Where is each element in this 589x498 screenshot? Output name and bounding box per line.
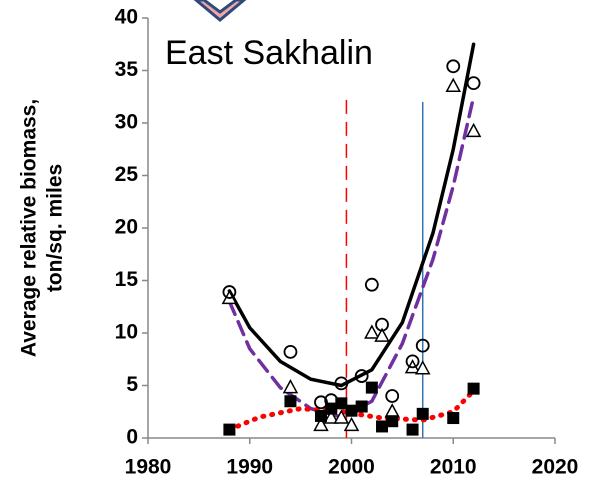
circle-point: [466, 76, 481, 90]
x-tick-label: 2020: [532, 456, 579, 479]
fit-curve: [227, 42, 476, 388]
y-tick-label: 5: [126, 373, 138, 396]
x-tick-label: 1990: [226, 456, 273, 479]
square-point: [355, 400, 368, 413]
triangle-point: [364, 324, 380, 339]
circle-point: [446, 59, 461, 74]
circle-point: [334, 376, 349, 391]
square-point: [365, 381, 378, 394]
triangle-point: [323, 409, 339, 424]
triangle-point: [282, 379, 299, 394]
triangle-point: [313, 416, 329, 432]
triangle-point: [414, 360, 431, 375]
circle-point: [415, 338, 430, 353]
square-point: [314, 409, 327, 422]
triangle-point: [465, 122, 482, 138]
y-axis-label-line: Average relative biomass,: [18, 99, 41, 357]
fit-curve: [227, 95, 476, 419]
x-tick-label: 2000: [328, 456, 375, 479]
square-point: [467, 382, 480, 395]
y-tick-label: 15: [115, 268, 139, 291]
square-point: [223, 423, 236, 436]
y-axis-label: Average relative biomass, ton/sq. miles: [18, 99, 67, 357]
circle-point: [222, 285, 237, 299]
annotation: East Sakhalin: [165, 34, 373, 72]
circle-point: [405, 354, 420, 369]
circle-point: [283, 344, 298, 359]
x-tick-label: 2010: [430, 456, 477, 479]
square-point: [345, 404, 358, 417]
square-point: [376, 420, 389, 433]
triangle-point: [374, 327, 390, 342]
circle-point: [364, 277, 379, 292]
circle-point: [314, 395, 328, 410]
square-point: [447, 412, 460, 425]
circle-point: [375, 317, 389, 332]
circle-point: [385, 389, 400, 403]
y-tick-label: 40: [115, 6, 138, 29]
triangle-point: [445, 77, 462, 92]
square-point: [406, 423, 419, 436]
y-axis-label-line: ton/sq. miles: [44, 164, 67, 292]
arrow-decoration: [193, 0, 247, 22]
y-tick-label: 35: [115, 58, 139, 81]
triangle-point: [333, 409, 350, 424]
square-point: [325, 402, 338, 415]
y-tick-label: 30: [115, 111, 138, 134]
y-tick-label: 10: [115, 321, 138, 344]
circle-point: [354, 369, 369, 383]
triangle-point: [384, 403, 400, 418]
x-tick-label: 1980: [125, 456, 172, 479]
square-point: [335, 397, 348, 410]
square-point: [416, 407, 429, 420]
square-point: [284, 395, 297, 408]
y-tick-label: 20: [115, 216, 138, 239]
y-tick-label: 25: [115, 163, 139, 186]
y-tick-label: 0: [126, 426, 138, 449]
square-point: [386, 415, 399, 428]
triangle-point: [343, 416, 360, 432]
